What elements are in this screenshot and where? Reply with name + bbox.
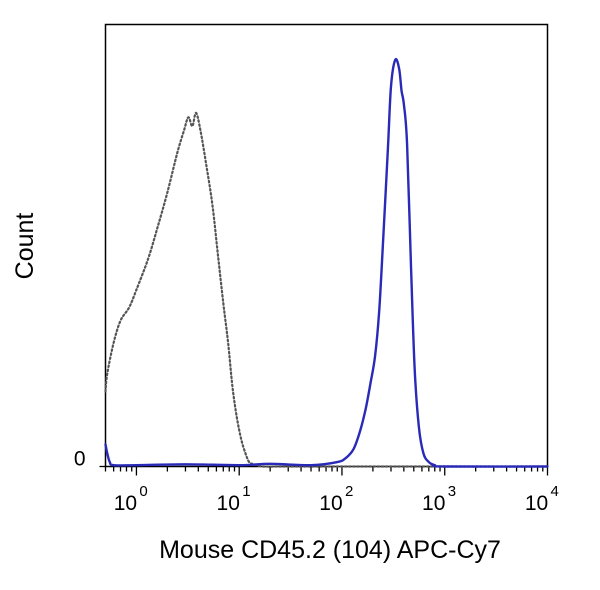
series-line-control — [104, 111, 549, 468]
x-tick-exponent: 0 — [139, 483, 147, 500]
x-tick-exponent: 3 — [448, 483, 456, 500]
x-tick-label: 10 — [319, 492, 342, 515]
x-tick-exponent: 1 — [242, 483, 250, 500]
x-tick-exponent: 2 — [345, 483, 353, 500]
series-line-stained — [104, 57, 549, 468]
y-ticks: 0 — [74, 448, 106, 471]
x-tick-exponent: 4 — [551, 483, 559, 500]
y-axis-label: Count — [11, 213, 39, 280]
x-tick-label: 10 — [422, 492, 445, 515]
x-axis-label: Mouse CD45.2 (104) APC-Cy7 — [159, 536, 501, 564]
x-ticks — [104, 466, 549, 476]
x-tick-label: 10 — [114, 492, 137, 515]
series-group — [104, 57, 549, 468]
x-tick-label: 10 — [525, 492, 548, 515]
plot-frame — [104, 23, 549, 468]
x-tick-label: 10 — [217, 492, 240, 515]
y-tick-label: 0 — [74, 448, 86, 471]
